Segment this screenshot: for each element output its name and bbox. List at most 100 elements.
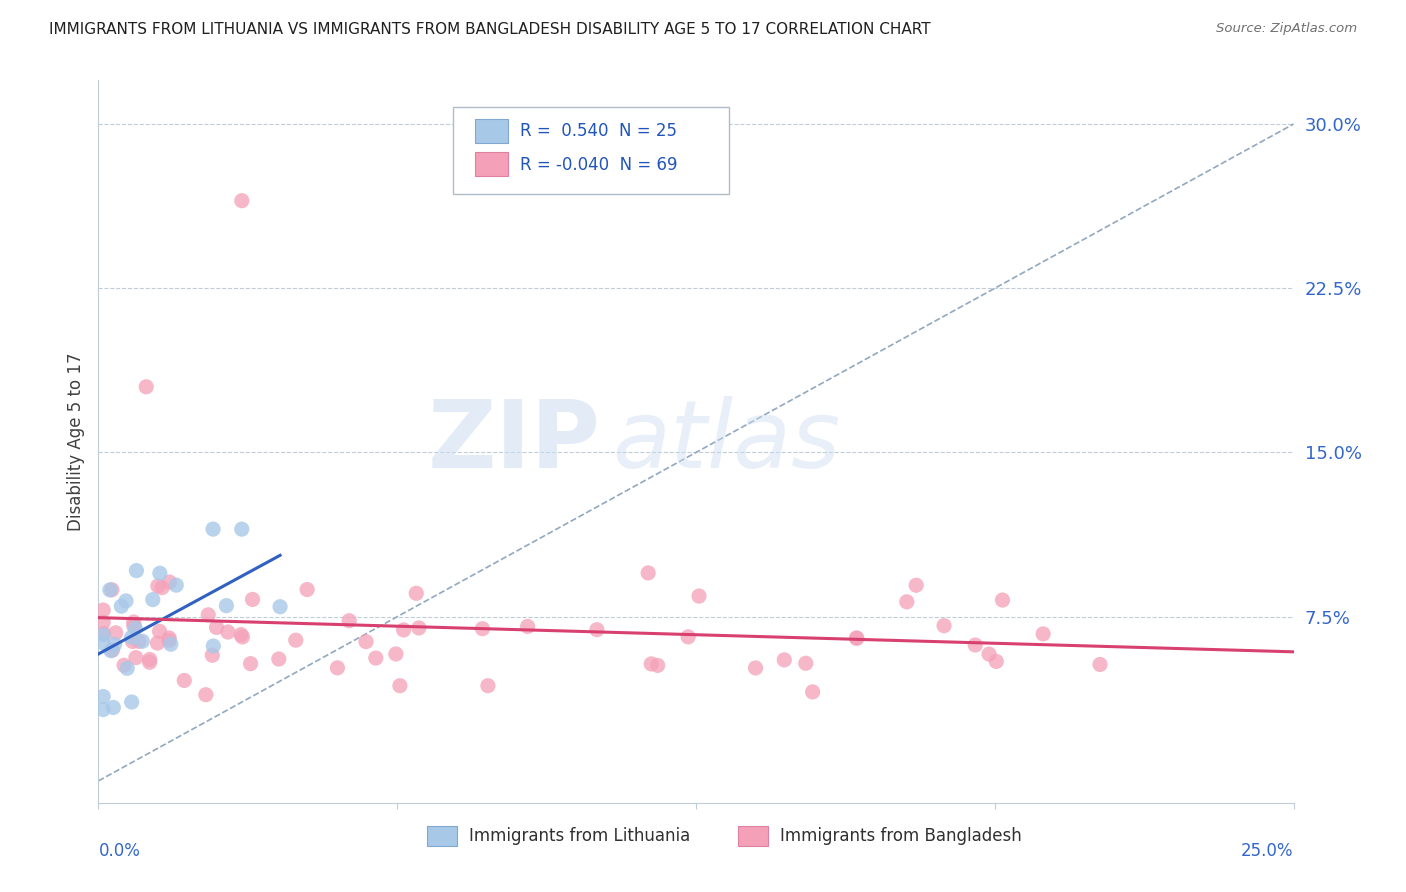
Point [101, 582, 124, 597]
Point [91, 628, 114, 642]
FancyBboxPatch shape [738, 826, 768, 847]
Y-axis label: Disability Age 5 to 17: Disability Age 5 to 17 [66, 352, 84, 531]
Point [269, 599, 291, 614]
Point [121, 634, 143, 648]
FancyBboxPatch shape [475, 119, 509, 143]
Point [385, 647, 408, 661]
Point [991, 593, 1014, 607]
Point [150, 581, 173, 595]
Point [91, 702, 114, 716]
Point [91, 615, 114, 630]
Point [100, 643, 122, 657]
Text: 25.0%: 25.0% [1241, 842, 1294, 860]
Point [98, 582, 121, 597]
Point [103, 700, 125, 714]
Point [149, 566, 172, 581]
Point [121, 631, 143, 645]
Point [146, 636, 169, 650]
Text: Immigrants from Bangladesh: Immigrants from Bangladesh [779, 827, 1021, 845]
Point [986, 655, 1008, 669]
Point [135, 380, 157, 394]
Point [586, 623, 609, 637]
Text: R = -0.040  N = 69: R = -0.040 N = 69 [520, 156, 678, 174]
Point [231, 194, 253, 208]
Point [408, 621, 430, 635]
Point [405, 586, 427, 600]
Point [125, 650, 148, 665]
Point [229, 627, 252, 641]
Point [516, 619, 538, 633]
Point [173, 673, 195, 688]
Point [932, 618, 955, 632]
Point [91, 690, 114, 704]
Point [905, 578, 928, 592]
Point [159, 637, 181, 651]
Point [125, 564, 148, 578]
Point [128, 634, 150, 648]
Point [965, 638, 987, 652]
Point [121, 695, 143, 709]
Point [388, 679, 411, 693]
Point [131, 634, 153, 648]
Point [392, 623, 415, 637]
Point [122, 619, 145, 633]
Point [354, 634, 377, 648]
Point [115, 594, 138, 608]
Point [794, 657, 817, 671]
Point [647, 658, 669, 673]
Point [159, 575, 181, 590]
Point [845, 631, 868, 645]
Text: Immigrants from Lithuania: Immigrants from Lithuania [470, 827, 690, 845]
Point [326, 661, 349, 675]
Point [194, 688, 217, 702]
Point [845, 631, 868, 645]
Point [364, 651, 387, 665]
Text: 0.0%: 0.0% [98, 842, 141, 860]
Point [124, 621, 146, 635]
Point [91, 603, 114, 617]
Point [471, 622, 494, 636]
Point [295, 582, 318, 597]
Point [205, 620, 228, 634]
Point [112, 658, 135, 673]
Point [242, 592, 264, 607]
Point [896, 595, 918, 609]
Point [744, 661, 766, 675]
Point [148, 624, 170, 639]
Point [115, 661, 138, 675]
Point [773, 653, 796, 667]
Point [801, 685, 824, 699]
Point [138, 652, 160, 666]
Point [138, 655, 160, 669]
Text: ZIP: ZIP [427, 395, 600, 488]
Text: IMMIGRANTS FROM LITHUANIA VS IMMIGRANTS FROM BANGLADESH DISABILITY AGE 5 TO 17 C: IMMIGRANTS FROM LITHUANIA VS IMMIGRANTS … [49, 22, 931, 37]
Point [217, 625, 239, 640]
Point [637, 566, 659, 580]
Point [157, 633, 180, 648]
Point [1032, 627, 1054, 641]
Point [231, 522, 253, 536]
Point [104, 637, 127, 651]
Point [91, 636, 114, 650]
Point [93, 626, 115, 640]
Point [267, 652, 290, 666]
Point [1088, 657, 1111, 672]
Point [284, 633, 307, 648]
FancyBboxPatch shape [475, 152, 509, 177]
Point [202, 522, 225, 536]
FancyBboxPatch shape [427, 826, 457, 847]
Point [977, 647, 1000, 661]
Text: R =  0.540  N = 25: R = 0.540 N = 25 [520, 122, 678, 140]
FancyBboxPatch shape [453, 107, 730, 194]
Point [104, 625, 127, 640]
Point [231, 630, 253, 644]
Point [239, 657, 262, 671]
Point [142, 592, 165, 607]
Point [676, 630, 699, 644]
Point [157, 631, 180, 645]
Point [477, 679, 499, 693]
Point [110, 599, 132, 614]
Point [688, 589, 710, 603]
Text: Source: ZipAtlas.com: Source: ZipAtlas.com [1216, 22, 1357, 36]
Point [165, 578, 187, 592]
